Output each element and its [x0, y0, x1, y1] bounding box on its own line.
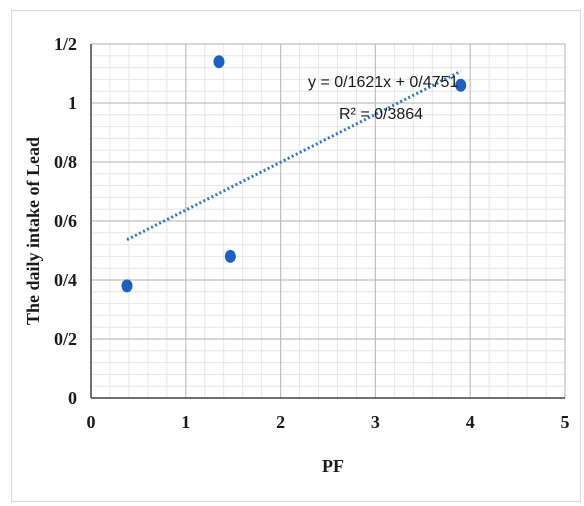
y-tick-label: 0/2 — [54, 329, 77, 349]
data-point — [224, 249, 236, 263]
x-tick-label: 4 — [466, 412, 475, 432]
y-tick-label: 1 — [68, 93, 77, 113]
data-points — [121, 55, 467, 293]
y-tick-label: 0/4 — [54, 270, 77, 290]
trendline — [126, 70, 462, 242]
trendline-equation: y = 0/1621x + 0/4751 — [308, 74, 458, 91]
y-axis-title: The daily intake of Lead — [23, 137, 43, 325]
x-axis-ticks: 0 1 2 3 4 5 — [87, 412, 570, 432]
x-axis-title: PF — [322, 456, 344, 476]
scatter-chart: 0 1 2 3 4 5 0 0/2 0/4 0/6 0/8 1 1/2 y = 0/1621x + 0… — [23, 34, 570, 476]
trendline-r-squared: R² = 0/3864 — [339, 106, 423, 123]
x-tick-label: 1 — [181, 412, 190, 432]
x-tick-label: 5 — [561, 412, 570, 432]
y-tick-label: 0 — [68, 388, 77, 408]
x-tick-label: 0 — [87, 412, 96, 432]
y-axis-ticks: 0 0/2 0/4 0/6 0/8 1 1/2 — [54, 34, 77, 408]
major-gridlines — [91, 43, 566, 398]
y-tick-label: 0/8 — [54, 152, 77, 172]
data-point — [455, 78, 467, 92]
y-tick-label: 1/2 — [54, 34, 77, 54]
chart-frame: 0 1 2 3 4 5 0 0/2 0/4 0/6 0/8 1 1/2 y = 0/1621x + 0… — [11, 10, 581, 502]
data-point — [213, 55, 225, 69]
y-tick-label: 0/6 — [54, 211, 77, 231]
x-tick-label: 2 — [276, 412, 285, 432]
data-point — [121, 279, 133, 293]
x-tick-label: 3 — [371, 412, 380, 432]
